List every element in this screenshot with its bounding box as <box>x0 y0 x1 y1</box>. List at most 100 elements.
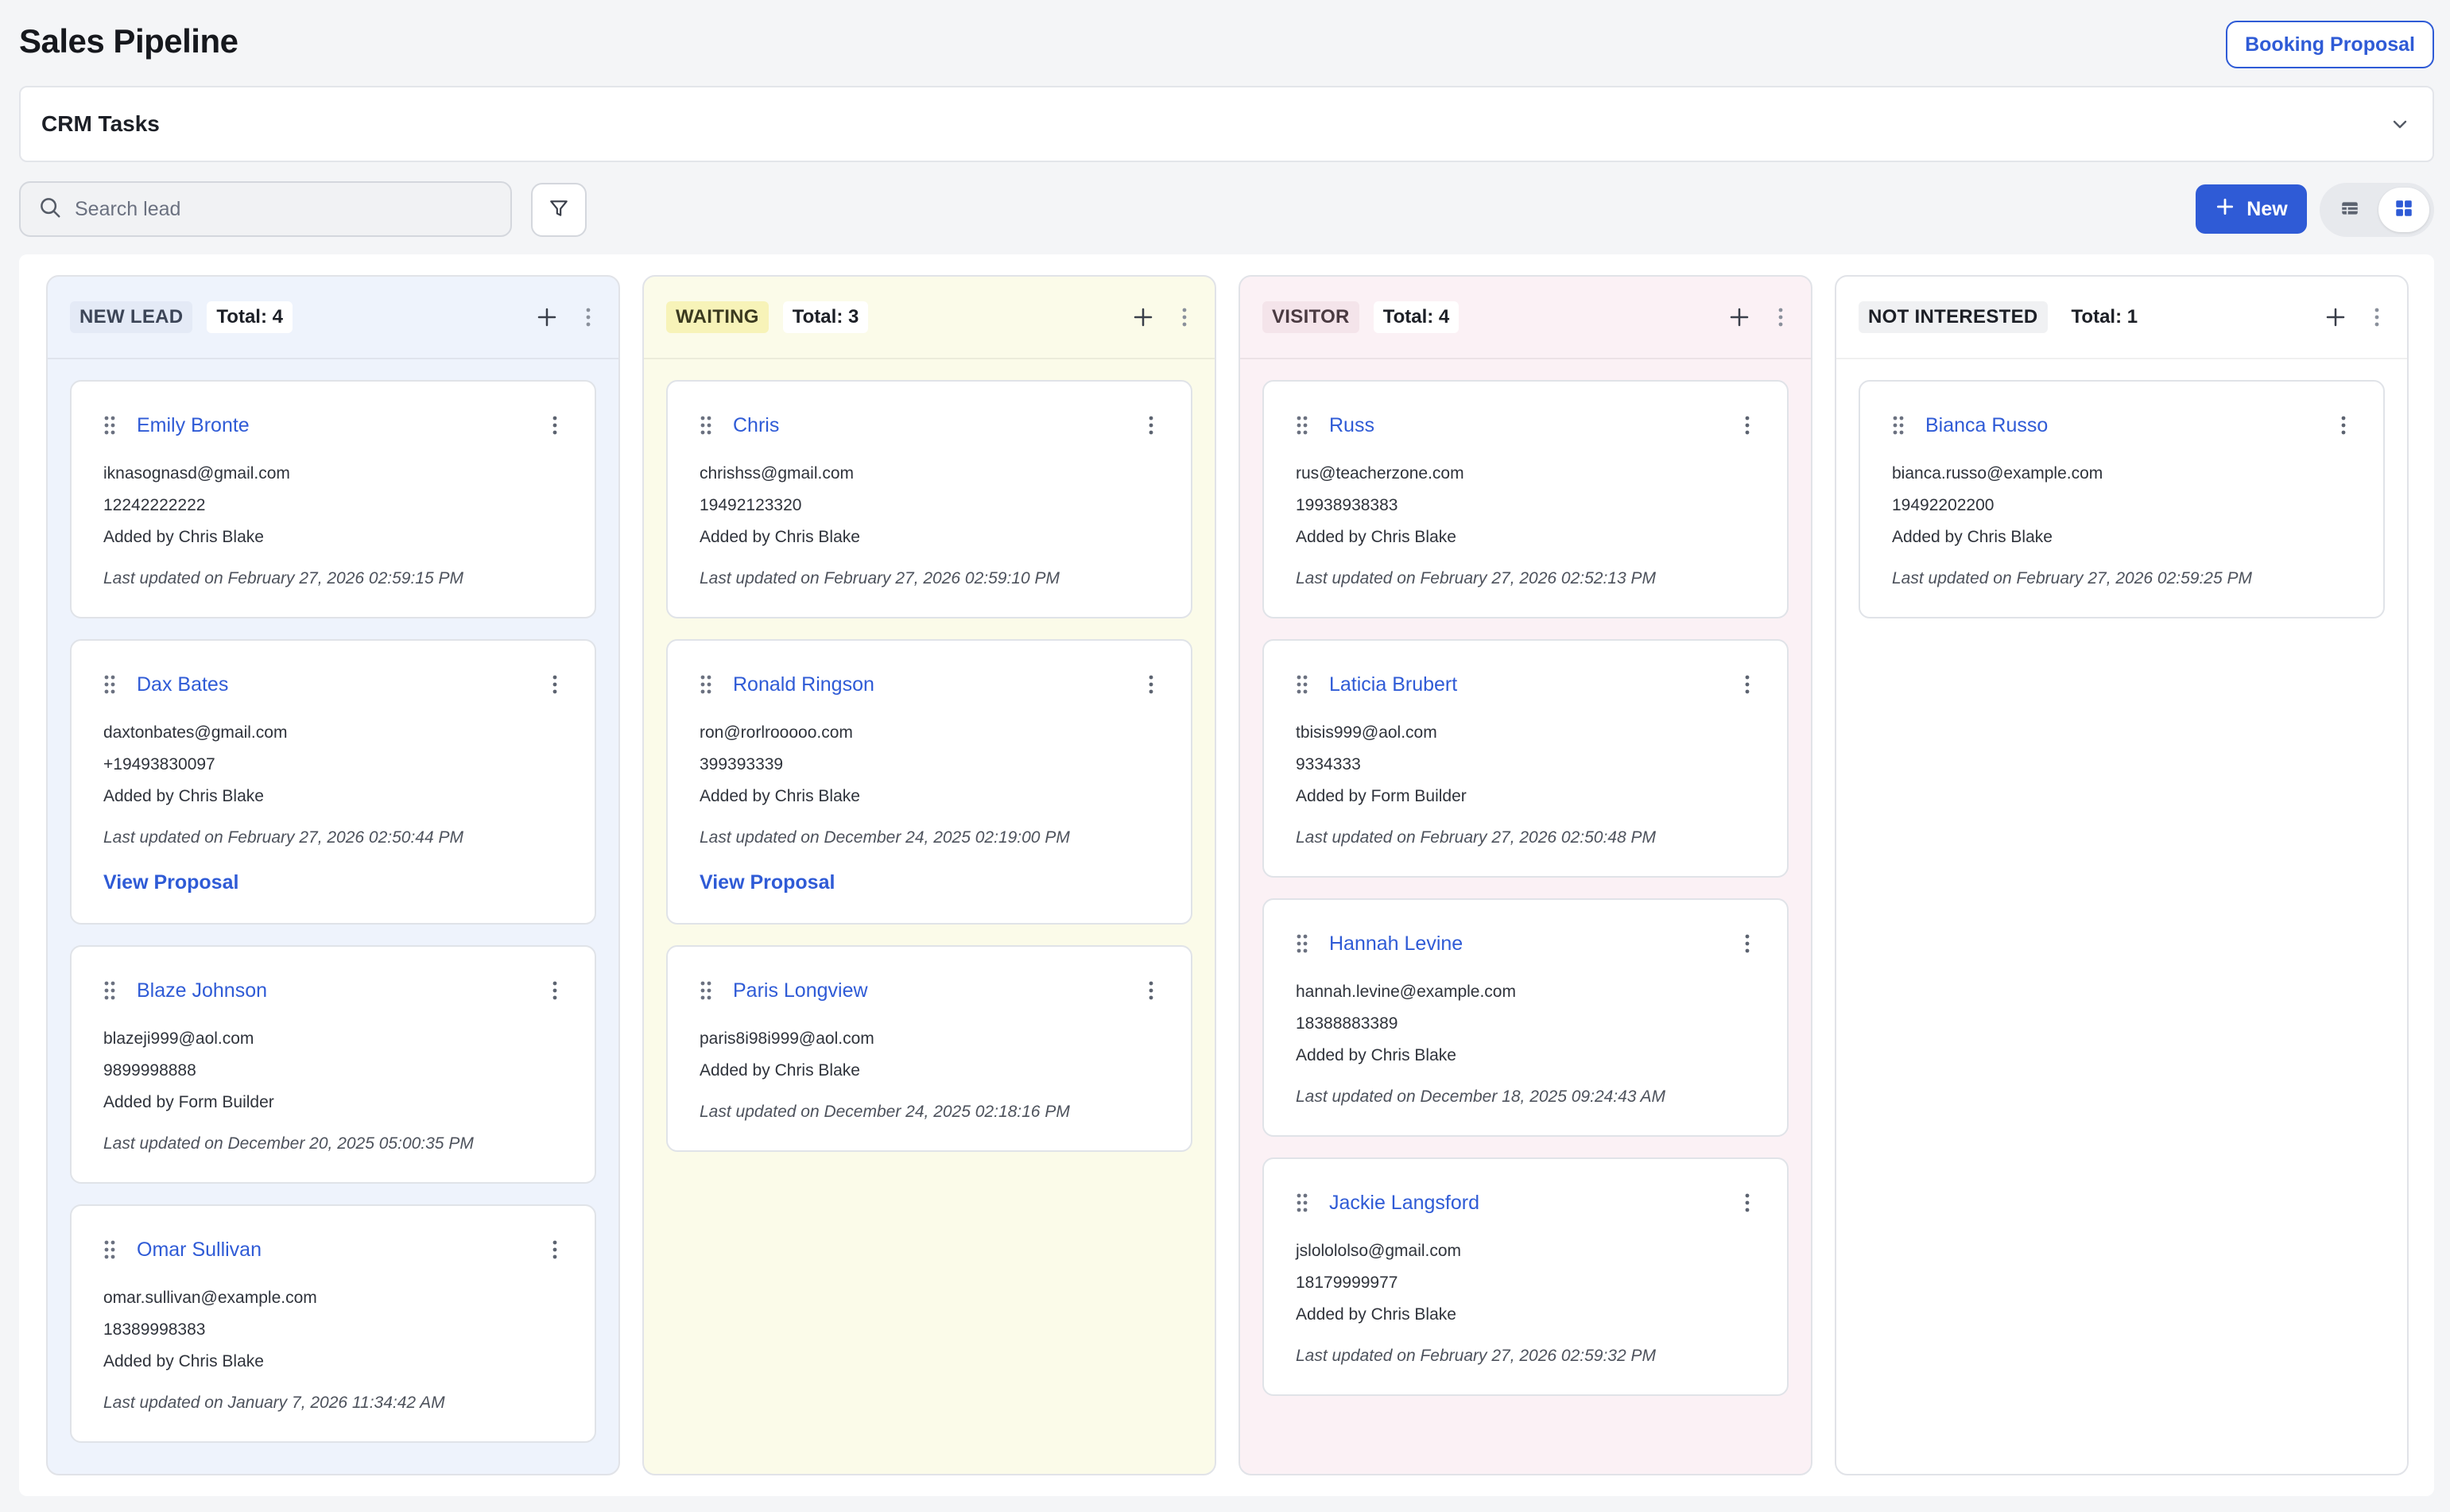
card-header: Omar Sullivan <box>103 1238 563 1262</box>
lead-name-link[interactable]: Paris Longview <box>733 979 868 1002</box>
lead-card[interactable]: Paris Longview paris8i98i999@aol.com Added… <box>666 945 1192 1152</box>
lead-last-updated: Last updated on December 18, 2025 09:24:… <box>1296 1087 1666 1106</box>
more-vertical-icon[interactable] <box>1773 301 1789 333</box>
lead-last-updated: Last updated on February 27, 2026 02:50:… <box>1296 828 1656 847</box>
lead-name-link[interactable]: Russ <box>1329 413 1374 436</box>
lead-phone: 9899998888 <box>103 1061 196 1080</box>
card-header: Russ <box>1296 413 1755 437</box>
column-header: NEW LEAD Total: 4 <box>48 277 618 359</box>
lead-added-by: Added by Chris Blake <box>1296 528 1456 546</box>
more-vertical-icon[interactable] <box>1739 932 1755 956</box>
lead-email: hannah.levine@example.com <box>1296 983 1516 1001</box>
lead-name-link[interactable]: Omar Sullivan <box>137 1238 262 1261</box>
lead-card[interactable]: Omar Sullivan omar.sullivan@example.com 18… <box>70 1204 596 1443</box>
more-vertical-icon[interactable] <box>2336 413 2351 437</box>
card-list: Russ rus@teacherzone.com 19938938383 Added … <box>1240 359 1811 1417</box>
drag-handle-icon[interactable] <box>103 673 121 696</box>
column-header: VISITOR Total: 4 <box>1240 277 1811 359</box>
lead-email: omar.sullivan@example.com <box>103 1289 317 1307</box>
drag-handle-icon[interactable] <box>103 979 121 1002</box>
more-vertical-icon[interactable] <box>580 301 596 333</box>
drag-handle-icon[interactable] <box>103 1238 121 1262</box>
search-lead-field[interactable] <box>19 181 512 237</box>
table-view-button[interactable] <box>2324 188 2375 232</box>
card-list: Emily Bronte iknasognasd@gmail.com 1224222… <box>48 359 618 1464</box>
lead-card[interactable]: Blaze Johnson blazeji999@aol.com 989999888… <box>70 945 596 1184</box>
more-vertical-icon[interactable] <box>547 1238 563 1262</box>
column-header: WAITING Total: 3 <box>644 277 1215 359</box>
lead-email: rus@teacherzone.com <box>1296 464 1464 483</box>
lead-phone: 18388883389 <box>1296 1014 1398 1033</box>
drag-handle-icon[interactable] <box>103 413 121 437</box>
chevron-down-icon[interactable] <box>2388 112 2412 136</box>
card-header: Emily Bronte <box>103 413 563 437</box>
more-vertical-icon[interactable] <box>1739 413 1755 437</box>
column-new-lead: NEW LEAD Total: 4 Emily Bronte iknasognasd@… <box>46 275 620 1475</box>
stage-label: NOT INTERESTED <box>1859 301 2048 333</box>
lead-added-by: Added by Chris Blake <box>1892 528 2053 546</box>
new-lead-button[interactable]: New <box>2196 184 2307 234</box>
lead-phone: 19492202200 <box>1892 496 1995 514</box>
drag-handle-icon[interactable] <box>1296 932 1313 956</box>
booking-proposal-button[interactable]: Booking Proposal <box>2226 21 2434 68</box>
lead-last-updated: Last updated on December 20, 2025 05:00:… <box>103 1134 474 1153</box>
drag-handle-icon[interactable] <box>700 673 717 696</box>
more-vertical-icon[interactable] <box>1177 301 1192 333</box>
drag-handle-icon[interactable] <box>700 413 717 437</box>
lead-card[interactable]: Dax Bates daxtonbates@gmail.com +194938300… <box>70 639 596 925</box>
lead-added-by: Added by Chris Blake <box>103 528 264 546</box>
lead-name-link[interactable]: Ronald Ringson <box>733 673 874 696</box>
drag-handle-icon[interactable] <box>1296 673 1313 696</box>
lead-phone: 18389998383 <box>103 1320 206 1339</box>
lead-card[interactable]: Laticia Brubert tbisis999@aol.com 9334333 A… <box>1262 639 1789 878</box>
view-toggle <box>2320 183 2434 237</box>
lead-card[interactable]: Emily Bronte iknasognasd@gmail.com 1224222… <box>70 380 596 618</box>
more-vertical-icon[interactable] <box>1143 979 1159 1002</box>
lead-name-link[interactable]: Chris <box>733 413 780 436</box>
lead-name-link[interactable]: Jackie Langsford <box>1329 1191 1480 1214</box>
lead-card[interactable]: Russ rus@teacherzone.com 19938938383 Added … <box>1262 380 1789 618</box>
drag-handle-icon[interactable] <box>700 979 717 1002</box>
drag-handle-icon[interactable] <box>1296 1191 1313 1215</box>
lead-last-updated: Last updated on February 27, 2026 02:52:… <box>1296 569 1656 587</box>
lead-last-updated: Last updated on February 27, 2026 02:59:… <box>1296 1347 1656 1365</box>
lead-name-link[interactable]: Bianca Russo <box>1925 413 2049 436</box>
lead-name-link[interactable]: Dax Bates <box>137 673 229 696</box>
lead-card[interactable]: Chris chrishss@gmail.com 19492123320 Added … <box>666 380 1192 618</box>
crm-tasks-panel[interactable]: CRM Tasks <box>19 86 2434 162</box>
lead-name-link[interactable]: Hannah Levine <box>1329 932 1463 955</box>
plus-icon[interactable] <box>531 301 563 333</box>
view-proposal-link[interactable]: View Proposal <box>700 871 835 894</box>
more-vertical-icon[interactable] <box>547 413 563 437</box>
lead-card[interactable]: Ronald Ringson ron@rorlrooooo.com 39939333… <box>666 639 1192 925</box>
more-vertical-icon[interactable] <box>2369 301 2385 333</box>
lead-card[interactable]: Jackie Langsford jslolololso@gmail.com 181… <box>1262 1157 1789 1396</box>
lead-card[interactable]: Bianca Russo bianca.russo@example.com 1949… <box>1859 380 2385 618</box>
more-vertical-icon[interactable] <box>1143 413 1159 437</box>
drag-handle-icon[interactable] <box>1296 413 1313 437</box>
plus-icon[interactable] <box>1723 301 1755 333</box>
lead-phone: 399393339 <box>700 755 784 773</box>
plus-icon[interactable] <box>1127 301 1159 333</box>
more-vertical-icon[interactable] <box>547 979 563 1002</box>
drag-handle-icon[interactable] <box>1892 413 1909 437</box>
lead-added-by: Added by Chris Blake <box>103 787 264 805</box>
filter-button[interactable] <box>531 183 587 237</box>
lead-name-link[interactable]: Emily Bronte <box>137 413 250 436</box>
more-vertical-icon[interactable] <box>1739 673 1755 696</box>
lead-card[interactable]: Hannah Levine hannah.levine@example.com 18… <box>1262 898 1789 1137</box>
board-view-button[interactable] <box>2378 188 2429 232</box>
card-header: Dax Bates <box>103 673 563 696</box>
lead-last-updated: Last updated on February 27, 2026 02:50:… <box>103 828 463 847</box>
more-vertical-icon[interactable] <box>1739 1191 1755 1215</box>
card-header: Ronald Ringson <box>700 673 1159 696</box>
more-vertical-icon[interactable] <box>547 673 563 696</box>
lead-name-link[interactable]: Laticia Brubert <box>1329 673 1458 696</box>
search-input[interactable] <box>75 197 493 221</box>
plus-icon[interactable] <box>2320 301 2351 333</box>
lead-name-link[interactable]: Blaze Johnson <box>137 979 268 1002</box>
more-vertical-icon[interactable] <box>1143 673 1159 696</box>
lead-email: tbisis999@aol.com <box>1296 723 1437 742</box>
view-proposal-link[interactable]: View Proposal <box>103 871 239 894</box>
